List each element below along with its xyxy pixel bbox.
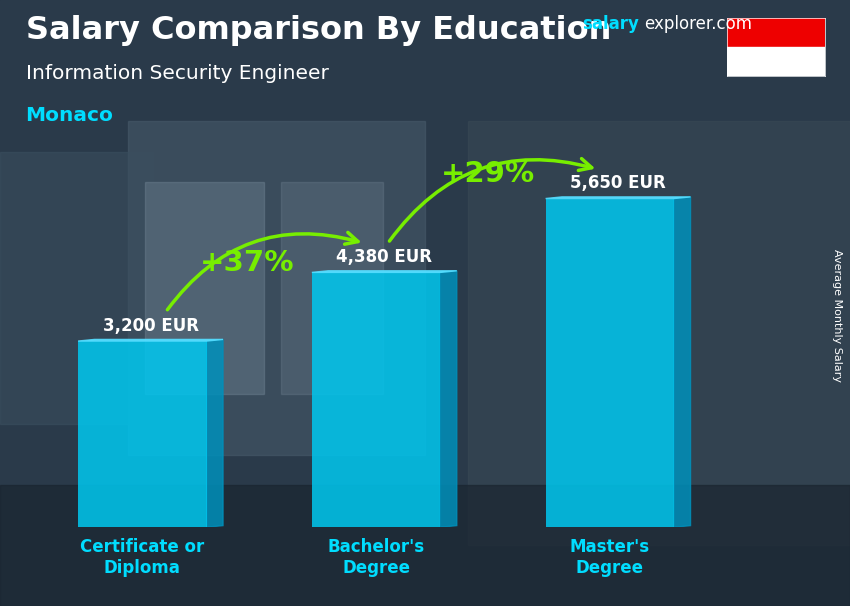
Bar [0, 485, 850, 606]
Bar [0, 152, 153, 424]
Bar [727, 18, 824, 47]
Text: +29%: +29% [441, 159, 536, 187]
Bar [144, 182, 264, 394]
Text: explorer.com: explorer.com [644, 15, 752, 33]
Text: 5,650 EUR: 5,650 EUR [570, 175, 666, 192]
Text: Information Security Engineer: Information Security Engineer [26, 64, 328, 82]
Text: Monaco: Monaco [26, 106, 113, 125]
Polygon shape [312, 271, 456, 273]
Bar [128, 121, 425, 454]
Bar [468, 121, 850, 545]
Bar [312, 273, 440, 527]
Text: 3,200 EUR: 3,200 EUR [103, 317, 199, 335]
Bar [546, 199, 674, 527]
Text: Average Monthly Salary: Average Monthly Salary [832, 248, 842, 382]
Polygon shape [674, 197, 690, 527]
Text: +37%: +37% [201, 248, 295, 276]
Text: salary: salary [582, 15, 639, 33]
Polygon shape [78, 339, 223, 341]
Bar [727, 47, 824, 76]
Text: Salary Comparison By Education: Salary Comparison By Education [26, 15, 611, 46]
Bar [280, 182, 382, 394]
Text: 4,380 EUR: 4,380 EUR [337, 248, 433, 266]
Bar [78, 341, 207, 527]
Polygon shape [546, 197, 690, 199]
Polygon shape [440, 271, 456, 527]
Polygon shape [207, 339, 223, 527]
